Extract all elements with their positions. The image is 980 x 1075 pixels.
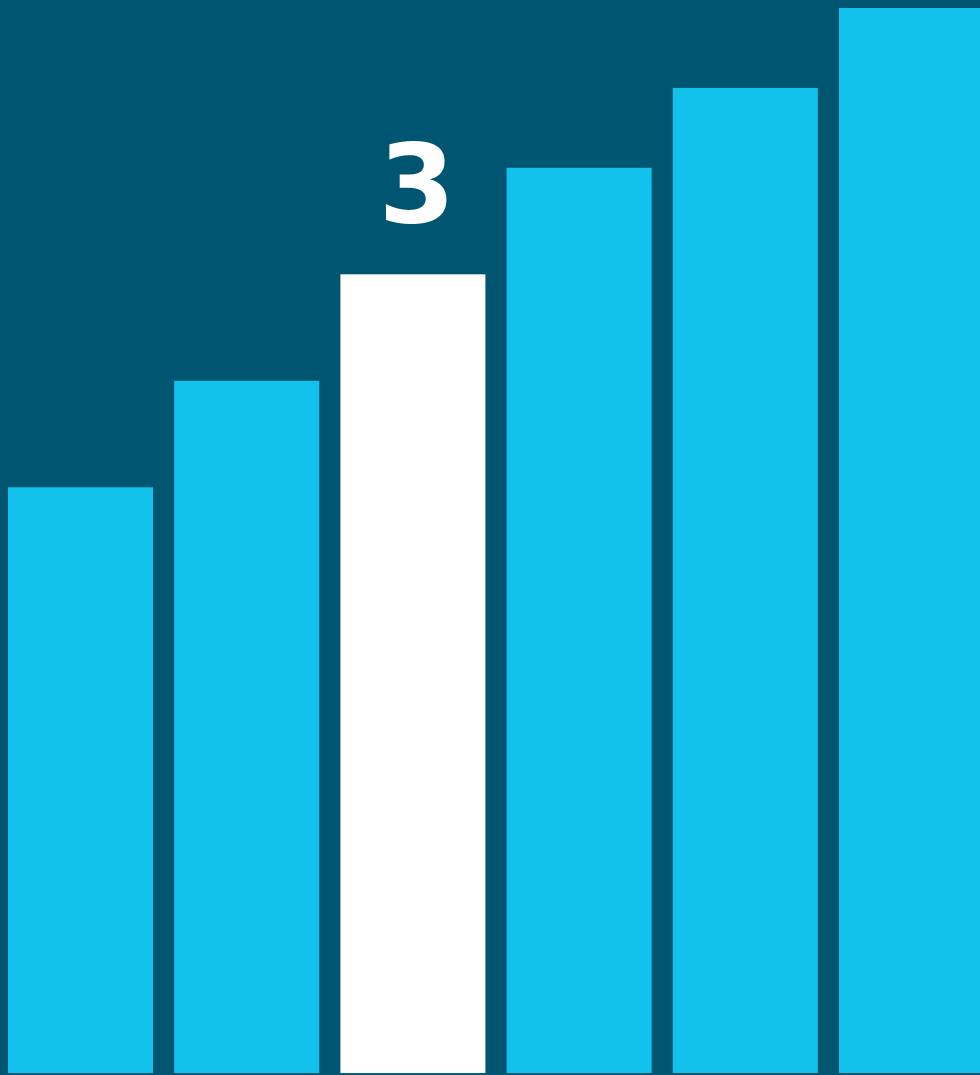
highlight-bar-label: 3: [379, 120, 456, 248]
bar-2: [174, 380, 320, 1074]
bar-3: [340, 274, 486, 1074]
bars-group: [8, 8, 980, 1074]
bar-4: [506, 167, 652, 1074]
bar-5: [672, 87, 818, 1073]
bar-6: [839, 8, 980, 1073]
bar-1: [8, 487, 153, 1074]
